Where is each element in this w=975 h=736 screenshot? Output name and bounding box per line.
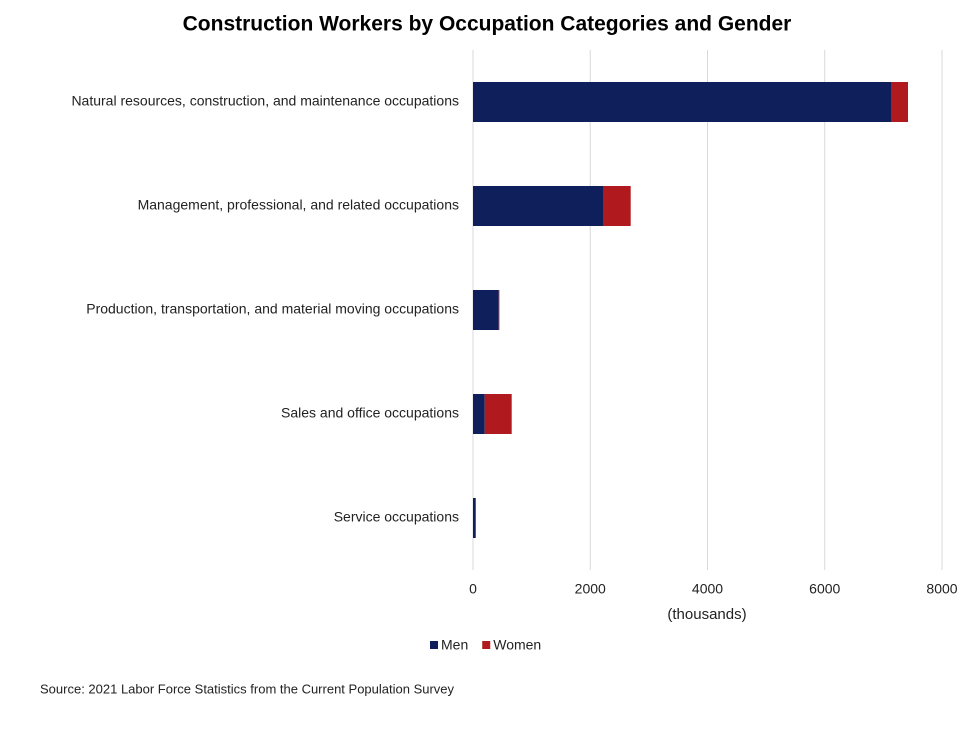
y-tick-label: Natural resources, construction, and mai… xyxy=(71,93,459,109)
x-tick-label: 8000 xyxy=(926,581,957,597)
bar-segment xyxy=(473,290,499,330)
bar-segment xyxy=(498,290,500,330)
y-tick-label: Service occupations xyxy=(334,509,459,525)
bar-segment xyxy=(473,394,485,434)
x-tick-label: 6000 xyxy=(809,581,840,597)
legend-swatch xyxy=(482,641,491,649)
source-note: Source: 2021 Labor Force Statistics from… xyxy=(40,681,455,696)
bar-segment xyxy=(473,82,891,122)
chart-title: Construction Workers by Occupation Categ… xyxy=(183,13,792,36)
y-tick-label: Sales and office occupations xyxy=(281,405,459,421)
legend-label: Men xyxy=(441,637,468,653)
bar-segment xyxy=(473,186,604,226)
x-tick-label: 4000 xyxy=(692,581,723,597)
bar-segment xyxy=(890,82,908,122)
x-tick-label: 0 xyxy=(469,581,477,597)
bar-segment xyxy=(475,498,476,538)
legend-label: Women xyxy=(493,637,541,653)
bar-segment xyxy=(473,498,476,538)
bar-segment xyxy=(484,394,512,434)
y-tick-label: Production, transportation, and material… xyxy=(86,301,459,317)
legend-swatch xyxy=(430,641,438,649)
bar-segment xyxy=(603,186,631,226)
x-tick-label: 2000 xyxy=(575,581,606,597)
y-tick-label: Management, professional, and related oc… xyxy=(138,197,459,213)
x-axis-label: (thousands) xyxy=(667,606,746,623)
